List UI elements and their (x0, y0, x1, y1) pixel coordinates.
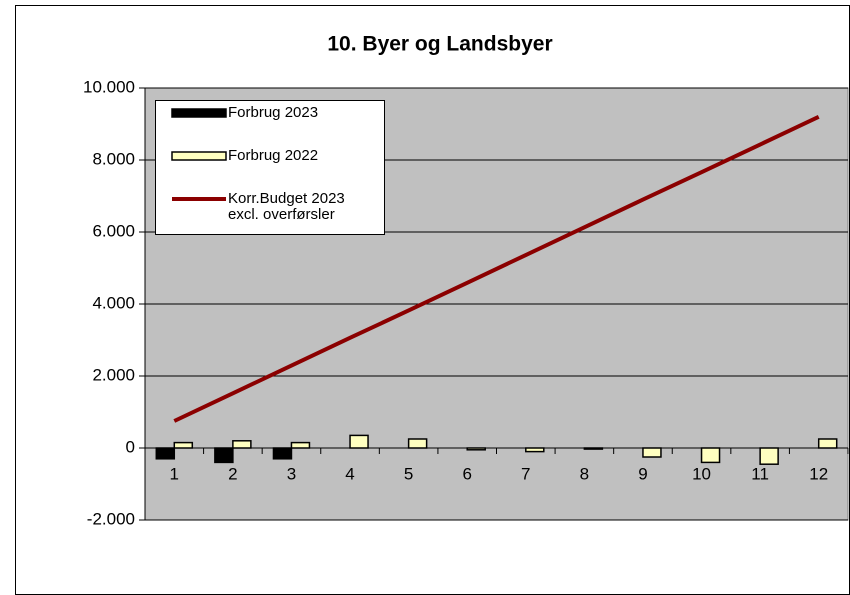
legend-label: Korr.Budget 2023 excl. overførsler (228, 190, 345, 223)
bar (583, 447, 604, 450)
x-tick-label: 4 (345, 464, 354, 483)
x-tick-label: 6 (462, 464, 471, 483)
bar (525, 447, 545, 453)
legend-swatch (172, 197, 226, 201)
bar (817, 438, 838, 449)
x-tick-label: 5 (404, 464, 413, 483)
y-tick-label: 0 (126, 437, 135, 456)
legend-label: Forbrug 2023 (228, 104, 319, 121)
y-tick-label: 4.000 (92, 293, 135, 312)
bar (290, 441, 311, 449)
y-tick-label: -2.000 (87, 509, 135, 528)
bar (272, 447, 293, 460)
legend-swatch (171, 151, 227, 161)
bar (349, 434, 369, 449)
bar (642, 447, 662, 458)
legend-label: Forbrug 2022 (228, 147, 319, 164)
bar (173, 441, 194, 449)
bar (232, 440, 252, 449)
y-tick-label: 2.000 (92, 365, 135, 384)
legend-item: Forbrug 2022 (156, 148, 318, 164)
bar (407, 438, 428, 449)
bar (155, 447, 176, 460)
legend: Forbrug 2023 Forbrug 2022 Korr.Budget 2023… (155, 100, 385, 235)
x-tick-label: 9 (638, 464, 647, 483)
bar (700, 447, 721, 464)
legend-swatch-bar (171, 151, 227, 161)
x-tick-label: 3 (287, 464, 296, 483)
y-tick-label: 10.000 (83, 77, 135, 96)
legend-item: Forbrug 2023 (156, 105, 318, 121)
legend-item: Korr.Budget 2023 excl. overførsler (156, 191, 345, 223)
x-tick-label: 7 (521, 464, 530, 483)
x-tick-label: 2 (228, 464, 237, 483)
x-tick-label: 8 (580, 464, 589, 483)
y-tick-label: 6.000 (92, 221, 135, 240)
bar (466, 447, 486, 451)
legend-swatch-bar (171, 108, 227, 118)
chart-title: 10. Byer og Landsbyer (327, 33, 552, 56)
bar (759, 447, 779, 465)
bar (214, 447, 234, 464)
x-tick-label: 11 (751, 464, 769, 483)
y-tick-label: 8.000 (92, 149, 135, 168)
line-series (173, 114, 820, 423)
x-tick-label: 10 (692, 464, 711, 483)
legend-swatch (171, 108, 227, 118)
x-tick-label: 1 (170, 464, 179, 483)
x-tick-label: 12 (809, 464, 828, 483)
